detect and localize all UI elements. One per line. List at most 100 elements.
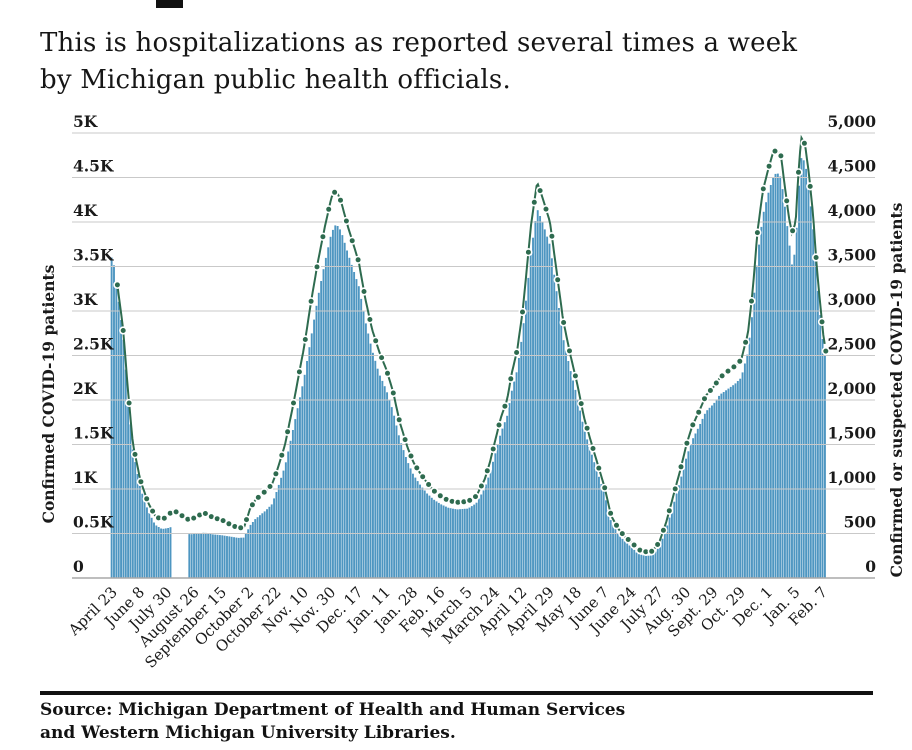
data-dot (125, 398, 134, 408)
data-dot (700, 394, 709, 403)
bar (729, 386, 732, 578)
y-tick-label-left: 0 (73, 557, 84, 576)
bar (503, 422, 506, 578)
bar (562, 340, 565, 578)
bar (233, 537, 235, 578)
bar (322, 269, 325, 578)
bar (607, 510, 610, 578)
bar (371, 352, 374, 578)
data-dot (148, 507, 157, 516)
bar (122, 339, 125, 578)
bar (138, 486, 141, 578)
bar (268, 506, 271, 578)
bar (732, 385, 735, 578)
bar (141, 493, 144, 578)
bar (324, 257, 327, 578)
bar (463, 508, 466, 578)
bar (390, 407, 393, 578)
bar (167, 528, 170, 578)
bar (346, 250, 348, 578)
bar (569, 371, 572, 578)
bar (595, 469, 598, 578)
bar (275, 492, 278, 578)
bar (461, 509, 464, 578)
bar (482, 490, 485, 578)
bar (202, 532, 205, 578)
data-dot (712, 378, 721, 388)
bar (781, 189, 784, 578)
bar (200, 533, 203, 578)
y-tick-label-left: 0.5K (73, 513, 114, 532)
bar (423, 490, 426, 578)
data-dot (471, 492, 480, 501)
bar (430, 497, 433, 578)
data-dot (412, 463, 421, 473)
data-dot (307, 297, 316, 306)
data-dot (770, 147, 780, 156)
data-dot (348, 236, 357, 245)
bar (475, 502, 478, 578)
data-dot (594, 464, 603, 473)
bar (266, 509, 268, 578)
bar (360, 298, 363, 578)
bar (699, 424, 702, 578)
bar (525, 300, 527, 578)
data-dot (465, 496, 474, 505)
data-dot (553, 275, 562, 284)
data-dot (354, 255, 363, 264)
left-axis-tick-labels: 0 0.5K 1K 1.5K 2K 2.5K 3K 3.5K 4K 4.5K 5K (73, 112, 114, 576)
bar (567, 361, 570, 578)
data-dot (682, 439, 692, 448)
bar (656, 548, 659, 578)
bar (635, 552, 638, 578)
bar (306, 361, 308, 578)
data-dot (500, 402, 510, 411)
data-dot (389, 388, 398, 398)
bar (329, 236, 332, 579)
y-tick-label-right: 4,500 (827, 157, 876, 176)
bar (386, 392, 389, 578)
bar (586, 439, 589, 578)
bar (527, 277, 530, 578)
data-dot (618, 529, 627, 538)
bar (251, 522, 254, 578)
y-tick-label-left: 3.5K (73, 246, 114, 265)
data-dot (342, 216, 351, 226)
bar (557, 308, 560, 578)
bar (508, 403, 511, 578)
bar (597, 476, 600, 578)
data-dot (424, 480, 433, 489)
bar (129, 424, 132, 578)
bar (254, 519, 257, 578)
bar (550, 258, 553, 578)
bar (640, 554, 643, 578)
bar (301, 386, 304, 578)
bar (795, 227, 798, 579)
bar (409, 468, 412, 578)
bar (708, 407, 711, 578)
y-tick-label-right: 0 (865, 557, 876, 576)
bar (353, 272, 356, 578)
bar (602, 491, 605, 578)
bar (819, 315, 822, 578)
cropped-headline-fragment (156, 0, 183, 8)
data-dot (283, 427, 292, 436)
data-dot (512, 348, 521, 357)
bar (762, 211, 765, 579)
bar (536, 210, 539, 578)
bar (379, 375, 381, 578)
bar (612, 525, 615, 578)
bar (748, 337, 751, 578)
data-dot (717, 371, 727, 381)
bar (661, 538, 664, 578)
bar (798, 185, 800, 578)
data-dot (821, 347, 830, 356)
bar (447, 507, 450, 578)
bar (758, 244, 760, 578)
bar (442, 505, 445, 578)
bar (341, 235, 344, 578)
bar (487, 477, 490, 578)
bar (433, 499, 436, 578)
bar (494, 453, 497, 578)
bar (258, 515, 261, 578)
